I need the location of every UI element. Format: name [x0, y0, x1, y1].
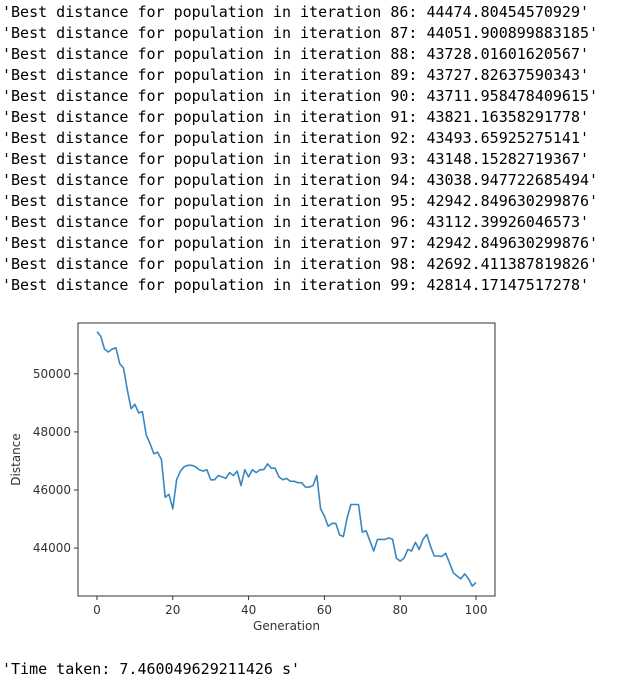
y-tick-label: 50000: [33, 367, 71, 381]
plot-frame: [77, 322, 496, 597]
y-tick-label: 46000: [33, 483, 71, 497]
log-line: 'Best distance for population in iterati…: [2, 255, 599, 273]
x-tick-label: 20: [165, 603, 180, 617]
x-tick-label: 80: [393, 603, 408, 617]
y-tick-label: 44000: [33, 541, 71, 555]
log-line: 'Best distance for population in iterati…: [2, 66, 589, 84]
log-line: 'Best distance for population in iterati…: [2, 129, 589, 147]
log-line: 'Best distance for population in iterati…: [2, 24, 599, 42]
log-line: 'Best distance for population in iterati…: [2, 213, 589, 231]
output-log: 'Best distance for population in iterati…: [2, 2, 598, 296]
log-line: 'Best distance for population in iterati…: [2, 276, 589, 294]
log-line: 'Best distance for population in iterati…: [2, 150, 589, 168]
y-tick-label: 48000: [33, 425, 71, 439]
time-taken-output: 'Time taken: 7.460049629211426 s': [2, 660, 301, 678]
log-line: 'Best distance for population in iterati…: [2, 3, 589, 21]
chart-svg: 0 20 40 60 80 100 44000 46000 48000 50000 Generati…: [9, 322, 496, 633]
log-line: 'Best distance for population in iterati…: [2, 108, 589, 126]
series-line: [96, 331, 477, 587]
x-tick-label: 40: [241, 603, 256, 617]
x-tick-label: 60: [317, 603, 332, 617]
x-axis-label: Generation: [253, 619, 320, 633]
y-axis-label: Distance: [9, 433, 23, 485]
x-tick-label: 0: [93, 603, 101, 617]
log-line: 'Best distance for population in iterati…: [2, 171, 599, 189]
log-line: 'Best distance for population in iterati…: [2, 45, 589, 63]
x-tick-label: 100: [465, 603, 488, 617]
distance-chart: 0 20 40 60 80 100 44000 46000 48000 50000 Generati…: [0, 318, 520, 648]
log-line: 'Best distance for population in iterati…: [2, 87, 599, 105]
log-line: 'Best distance for population in iterati…: [2, 192, 599, 210]
log-line: 'Best distance for population in iterati…: [2, 234, 599, 252]
